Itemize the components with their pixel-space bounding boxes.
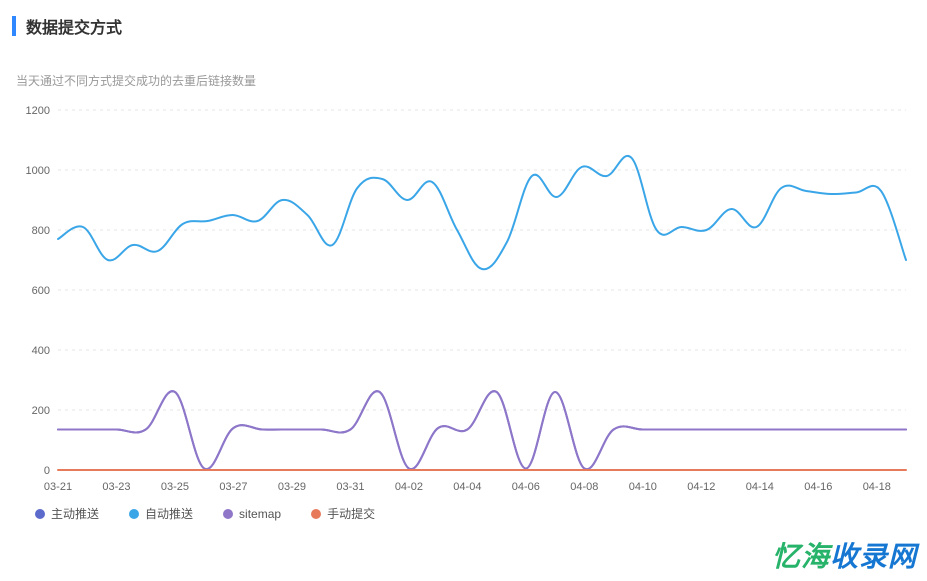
x-tick-label: 03-27 <box>219 481 247 493</box>
watermark: 忆海 收录网 <box>772 535 917 575</box>
x-tick-label: 04-06 <box>512 481 540 493</box>
legend-item-sitemap[interactable]: sitemap <box>223 505 281 522</box>
watermark-part1: 忆海 <box>772 535 830 575</box>
legend-label: 手动提交 <box>327 505 375 522</box>
x-tick-label: 04-02 <box>395 481 423 493</box>
title-accent-bar <box>12 16 16 36</box>
y-tick-label: 0 <box>44 465 50 477</box>
y-tick-label: 1000 <box>26 165 50 177</box>
x-tick-label: 04-16 <box>804 481 832 493</box>
x-tick-label: 04-18 <box>863 481 891 493</box>
legend-label: 自动推送 <box>145 505 193 522</box>
y-tick-label: 1200 <box>26 105 50 117</box>
header: 数据提交方式 <box>0 0 927 42</box>
x-tick-label: 04-04 <box>453 481 481 493</box>
legend-item-auto_push[interactable]: 自动推送 <box>129 505 193 522</box>
chart-legend: 主动推送 自动推送 sitemap 手动提交 <box>35 505 375 522</box>
chart-subtitle: 当天通过不同方式提交成功的去重后链接数量 <box>0 42 927 89</box>
legend-item-active_push[interactable]: 主动推送 <box>35 505 99 522</box>
x-tick-label: 03-23 <box>102 481 130 493</box>
x-tick-label: 04-10 <box>629 481 657 493</box>
legend-label: 主动推送 <box>51 505 99 522</box>
legend-label: sitemap <box>239 507 281 521</box>
x-tick-label: 03-25 <box>161 481 189 493</box>
legend-marker-icon <box>223 509 233 519</box>
chart-area: 0 200 400 600 800 1000 1200 03-21 03-23 03-25 03-2… <box>16 100 916 500</box>
legend-marker-icon <box>129 509 139 519</box>
legend-item-manual[interactable]: 手动提交 <box>311 505 375 522</box>
x-tick-label: 03-29 <box>278 481 306 493</box>
x-tick-label: 04-12 <box>687 481 715 493</box>
legend-marker-icon <box>35 509 45 519</box>
page-title: 数据提交方式 <box>26 14 122 38</box>
series-line-auto_push <box>58 156 906 269</box>
x-tick-label: 04-08 <box>570 481 598 493</box>
app-root: 数据提交方式 当天通过不同方式提交成功的去重后链接数量 0 200 400 600 80… <box>0 0 927 581</box>
watermark-part2: 收录网 <box>830 535 917 575</box>
y-tick-label: 800 <box>32 225 50 237</box>
x-tick-label: 04-14 <box>746 481 774 493</box>
line-chart: 0 200 400 600 800 1000 1200 03-21 03-23 03-25 03-2… <box>16 100 916 500</box>
y-tick-label: 600 <box>32 285 50 297</box>
series-line-sitemap <box>58 391 906 469</box>
x-tick-label: 03-31 <box>336 481 364 493</box>
y-tick-label: 400 <box>32 345 50 357</box>
x-tick-label: 03-21 <box>44 481 72 493</box>
y-tick-label: 200 <box>32 405 50 417</box>
legend-marker-icon <box>311 509 321 519</box>
